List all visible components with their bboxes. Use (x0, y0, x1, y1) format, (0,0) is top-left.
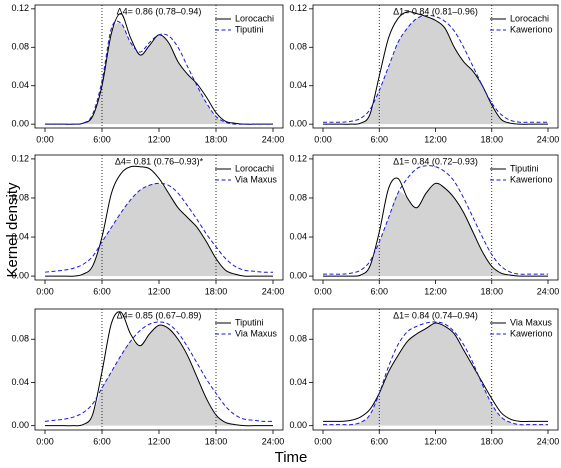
legend-label: Kaweriono (510, 328, 553, 338)
panel: 0:00 6:00 12:00 18:00 24:00 0.00 0.04 0.08 0.12 Δ… (11, 153, 284, 296)
x-tick-label: 6:00 (93, 286, 111, 296)
panel: 0:00 6:00 12:00 18:00 24:00 0.00 0.04 0.08 0.12 Δ… (11, 3, 284, 144)
panel: 0:00 6:00 12:00 18:00 24:00 0.00 0.04 0.08 Δ1= 0… (289, 308, 560, 446)
x-tick-label: 12:00 (148, 436, 171, 446)
x-tick-label: 18:00 (205, 286, 228, 296)
x-tick-label: 24:00 (262, 436, 285, 446)
y-tick-label: 0.08 (289, 334, 307, 344)
x-tick-label: 6:00 (93, 436, 111, 446)
x-tick-label: 18:00 (205, 436, 228, 446)
legend-label: Lorocachi (510, 13, 549, 23)
y-tick-label: 0.00 (11, 270, 29, 280)
legend-label: Via Maxus (510, 317, 552, 327)
density-line (44, 182, 274, 273)
x-tick-label: 24:00 (262, 134, 285, 144)
overlap-area (45, 324, 273, 426)
y-tick-label: 0.12 (11, 153, 29, 163)
x-tick-label: 6:00 (370, 436, 388, 446)
legend-label: Via Maxus (235, 328, 277, 338)
annotation: Δ1= 0.84 (0.81–0.96) (393, 6, 478, 16)
y-tick-label: 0.00 (289, 119, 307, 129)
y-tick-label: 0.12 (289, 153, 307, 163)
overlap-area (323, 16, 548, 125)
x-tick-label: 18:00 (480, 134, 503, 144)
y-tick-label: 0.04 (289, 377, 307, 387)
x-tick-label: 12:00 (424, 286, 447, 296)
panel: 0:00 6:00 12:00 18:00 24:00 0.00 0.04 0.08 0.12 Δ… (289, 3, 559, 144)
x-tick-label: 0:00 (314, 436, 332, 446)
x-axis-label: Time (275, 449, 308, 466)
density-line (45, 20, 273, 125)
x-tick-label: 6:00 (93, 134, 111, 144)
y-tick-label: 0.08 (289, 42, 307, 52)
x-tick-label: 0:00 (36, 436, 54, 446)
y-tick-label: 0.04 (11, 377, 29, 387)
y-tick-label: 0.00 (289, 420, 307, 430)
density-line (323, 322, 548, 423)
legend-label: Lorocachi (235, 13, 274, 23)
panel: 0:00 6:00 12:00 18:00 24:00 0.00 0.04 0.08 Δ4= 0… (11, 308, 285, 446)
x-tick-label: 24:00 (537, 286, 560, 296)
y-tick-label: 0.12 (289, 3, 307, 13)
overlap-area (45, 22, 273, 125)
y-tick-label: 0.08 (11, 42, 29, 52)
x-tick-label: 18:00 (480, 436, 503, 446)
x-tick-label: 6:00 (370, 286, 388, 296)
overlap-area (323, 322, 548, 426)
legend-label: Tiputini (235, 24, 264, 34)
y-tick-label: 0.08 (11, 192, 29, 202)
y-tick-label: 0.12 (11, 3, 29, 13)
legend-label: Lorocachi (235, 163, 274, 173)
x-tick-label: 12:00 (148, 286, 171, 296)
x-tick-label: 12:00 (148, 134, 171, 144)
density-line (323, 165, 548, 275)
x-tick-label: 24:00 (262, 286, 285, 296)
y-tick-label: 0.08 (289, 192, 307, 202)
y-tick-label: 0.04 (11, 231, 29, 241)
y-tick-label: 0.04 (289, 231, 307, 241)
y-tick-label: 0.00 (289, 270, 307, 280)
density-line (45, 311, 273, 427)
x-tick-label: 18:00 (205, 134, 228, 144)
x-tick-label: 0:00 (314, 134, 332, 144)
y-tick-label: 0.00 (11, 420, 29, 430)
x-tick-label: 24:00 (537, 134, 560, 144)
x-tick-label: 0:00 (36, 134, 54, 144)
x-tick-label: 12:00 (424, 134, 447, 144)
y-tick-label: 0.04 (289, 80, 307, 90)
legend-label: Tiputini (235, 317, 264, 327)
panel: 0:00 6:00 12:00 18:00 24:00 0.00 0.04 0.08 0.12 Δ… (289, 153, 559, 296)
density-line (323, 321, 548, 426)
legend-label: Tiputini (510, 163, 539, 173)
x-tick-label: 0:00 (36, 286, 54, 296)
x-tick-label: 6:00 (370, 134, 388, 144)
x-tick-label: 24:00 (537, 436, 560, 446)
x-tick-label: 12:00 (424, 436, 447, 446)
annotation: Δ4= 0.85 (0.67–0.89) (117, 310, 202, 320)
x-tick-label: 18:00 (480, 286, 503, 296)
y-axis-label: Kernel density (4, 182, 21, 278)
y-tick-label: 0.08 (11, 334, 29, 344)
y-tick-label: 0.04 (11, 80, 29, 90)
density-line (45, 165, 273, 277)
overlap-area (323, 183, 548, 277)
legend-label: Kaweriono (510, 174, 553, 184)
annotation: Δ4= 0.81 (0.76–0.93)* (115, 156, 204, 166)
density-line (323, 177, 548, 277)
density-line (323, 11, 548, 125)
legend-label: Via Maxus (235, 174, 277, 184)
x-tick-label: 0:00 (314, 286, 332, 296)
annotation: Δ4= 0.86 (0.78–0.94) (117, 6, 202, 16)
annotation: Δ1= 0.84 (0.72–0.93) (393, 156, 478, 166)
overlap-area (45, 182, 273, 277)
legend-label: Kaweriono (510, 24, 553, 34)
density-line (44, 321, 274, 422)
y-tick-label: 0.00 (11, 119, 29, 129)
annotation: Δ1= 0.84 (0.74–0.94) (393, 310, 478, 320)
